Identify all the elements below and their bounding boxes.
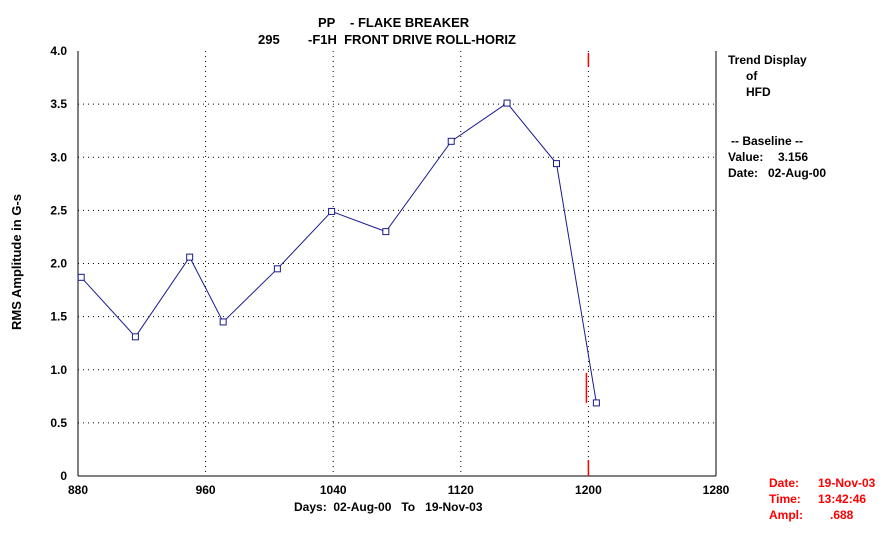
x-tick-label: 1120 [448,483,474,497]
info-title-line1: Trend Display [728,53,807,67]
data-point [186,253,194,261]
info-title-line3: HFD [746,85,771,99]
cursor-ampl: .688 [830,508,854,522]
data-point [503,99,511,107]
x-axis-label: Days: 02-Aug-00 To 19-Nov-03 [294,500,483,514]
cursor-date: 19-Nov-03 [818,476,876,490]
tick-labels-layer: 0 0.5 1.0 1.5 2.0 2.5 3.0 3.5 4.0 880 960 1040 1120 1… [50,44,729,497]
y-tick-label: 1.5 [50,310,67,324]
data-point [273,265,281,273]
x-tick-label: 1280 [703,483,730,497]
x-tick-label: 1040 [320,483,347,497]
cursor-ampl-label: Ampl: [769,508,803,522]
title-desc-1: - FLAKE BREAKER [350,15,470,30]
axis-layer [77,51,717,477]
data-point [219,318,227,326]
y-tick-label: 2.5 [50,203,67,217]
title-code-1: PP [318,15,336,30]
baseline-date-label: Date: [728,166,759,180]
baseline-value-label: Value: [728,150,764,164]
series-line [80,102,597,403]
title-desc-2: -F1H FRONT DRIVE ROLL-HORIZ [308,32,516,47]
baseline-date: 02-Aug-00 [768,166,827,180]
cursor-date-label: Date: [769,476,800,490]
baseline-value: 3.156 [778,150,809,164]
data-point [77,273,85,281]
y-tick-label: 3.5 [50,97,67,111]
y-tick-label: 0 [60,469,67,483]
x-tick-label: 880 [68,483,88,497]
y-tick-label: 1.0 [50,363,67,377]
data-point [131,333,139,341]
cursor-time: 13:42:46 [818,492,867,506]
title-code-2: 295 [258,32,280,47]
data-point [447,137,455,145]
baseline-header: -- Baseline -- [731,134,804,148]
data-point [553,160,560,168]
y-tick-label: 3.0 [50,150,67,164]
data-point [382,228,390,236]
y-tick-label: 0.5 [50,416,67,430]
series-layer [77,99,600,407]
y-axis-label: RMS Amplitude in G-s [9,194,24,330]
y-tick-label: 2.0 [50,257,67,271]
grid-layer [78,51,716,476]
data-point [328,207,336,215]
cursor-time-label: Time: [769,492,801,506]
cursor-layer [585,53,590,476]
info-title-line2: of [746,69,758,83]
data-point [592,399,600,407]
x-tick-label: 960 [196,483,216,497]
x-tick-label: 1200 [575,483,602,497]
y-tick-label: 4.0 [50,44,67,58]
